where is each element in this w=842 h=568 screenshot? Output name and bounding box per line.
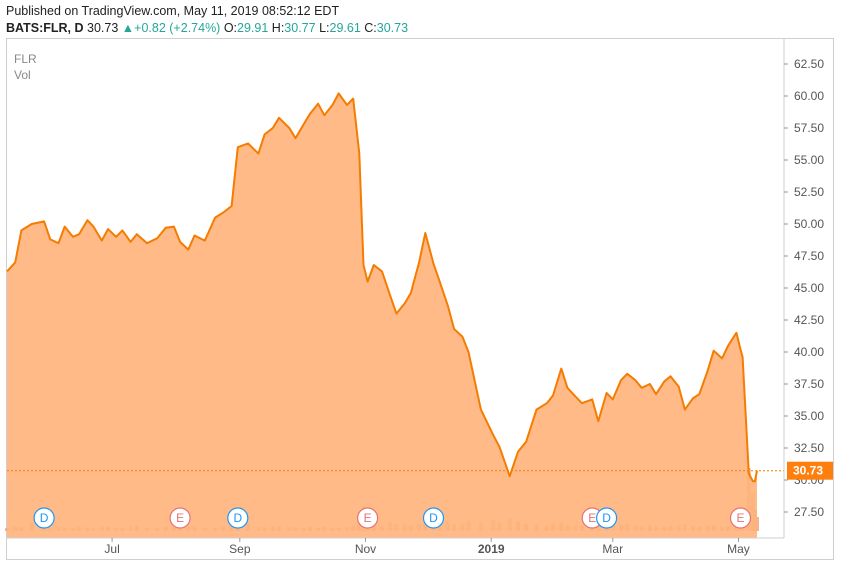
x-tick-label: Sep: [229, 542, 251, 556]
y-tick-label: 32.50: [794, 441, 824, 455]
earnings-marker-label: E: [736, 511, 744, 525]
dividend-marker[interactable]: [422, 507, 445, 529]
chart-frame: [6, 38, 834, 560]
legend-volume: Vol: [14, 68, 31, 82]
legend-ticker: FLR: [14, 52, 37, 66]
earnings-marker[interactable]: [169, 507, 191, 529]
y-tick-label: 27.50: [794, 505, 824, 519]
last-price-tag: [787, 461, 833, 480]
x-tick-label: Nov: [355, 542, 376, 556]
price-area: [7, 93, 757, 539]
dividend-marker-label: D: [40, 511, 49, 525]
y-tick-label: 60.00: [794, 89, 824, 103]
published-caption: Published on TradingView.com, May 11, 20…: [6, 4, 340, 18]
y-tick-label: 50.00: [794, 217, 824, 231]
earnings-marker-label: E: [364, 511, 372, 525]
up-arrow-icon: ▲: [121, 21, 135, 35]
price-line: [6, 92, 758, 483]
y-tick-label: 42.50: [794, 313, 824, 327]
dividend-marker-label: D: [602, 511, 611, 525]
low-label: L:: [319, 21, 330, 35]
open-label: O:: [223, 21, 238, 35]
y-tick-label: 35.00: [794, 409, 824, 423]
close-label: C:: [364, 21, 377, 35]
dividend-marker-label: D: [429, 511, 438, 525]
dividend-marker-label: D: [233, 511, 242, 525]
x-tick-label: 2019: [478, 542, 505, 556]
open-value: 29.91: [237, 21, 269, 35]
price-change: +0.82 (+2.74%): [134, 21, 221, 35]
close-value: 30.73: [376, 21, 409, 35]
x-tick-label: Mar: [602, 542, 623, 556]
y-tick-label: 55.00: [794, 153, 824, 167]
y-tick-label: 47.50: [794, 249, 824, 263]
x-tick-label: May: [727, 542, 750, 556]
high-label: H:: [271, 21, 285, 35]
y-tick-label: 40.00: [794, 345, 824, 359]
low-value: 29.61: [329, 21, 361, 35]
dividend-marker[interactable]: [595, 507, 618, 529]
quote-line: BATS:FLR, D 30.73 ▲+0.82 (+2.74%) O:29.9…: [6, 21, 408, 35]
y-tick-label: 57.50: [794, 121, 824, 135]
symbol-label: BATS:FLR, D: [6, 21, 84, 35]
y-tick-label: 62.50: [794, 57, 824, 71]
y-tick-label: 45.00: [794, 281, 824, 295]
y-tick-label: 37.50: [794, 377, 824, 391]
earnings-marker[interactable]: [729, 507, 752, 529]
dividend-marker[interactable]: [227, 507, 249, 529]
earnings-marker[interactable]: [357, 507, 379, 529]
y-tick-label: 52.50: [794, 185, 824, 199]
high-value: 30.77: [284, 21, 316, 35]
x-tick-label: Jul: [104, 542, 119, 556]
dividend-marker[interactable]: [33, 507, 55, 529]
last-price-tag-label: 30.73: [793, 464, 823, 478]
earnings-marker-label: E: [588, 511, 596, 525]
earnings-marker-label: E: [176, 511, 184, 525]
last-price: 30.73: [87, 21, 119, 35]
